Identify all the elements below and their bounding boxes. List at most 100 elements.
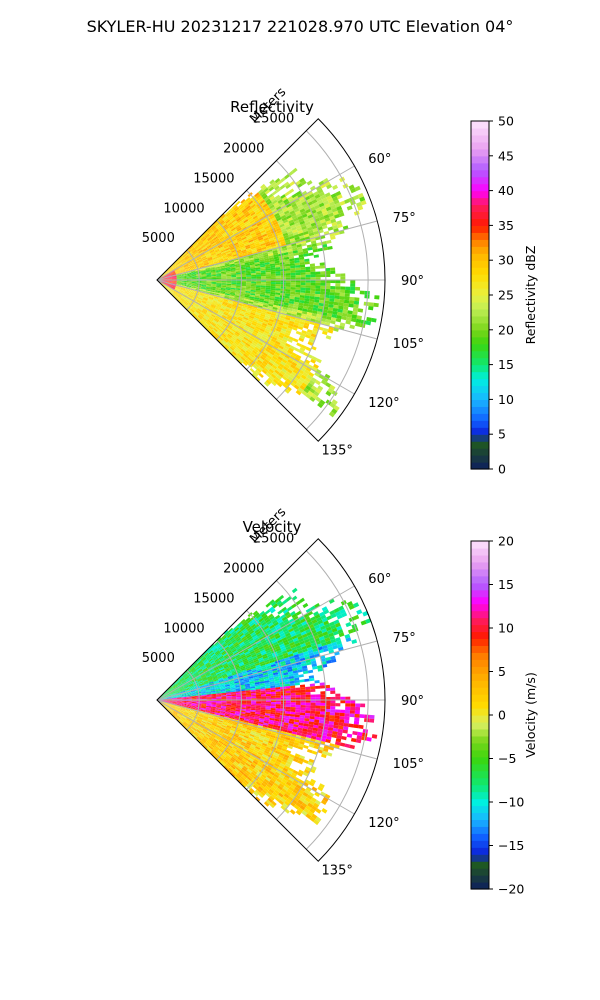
radar-gate: [241, 200, 247, 206]
radar-gate: [251, 223, 257, 228]
radar-gate: [273, 254, 279, 258]
radar-gate: [344, 289, 351, 294]
radar-gate: [275, 292, 281, 296]
radar-gate: [209, 250, 215, 254]
radar-gate: [170, 270, 175, 274]
radar-gate: [261, 276, 267, 279]
radar-gate: [271, 247, 278, 252]
radar-gate: [216, 697, 222, 699]
radar-gate: [357, 205, 364, 211]
radar-gate: [288, 219, 294, 224]
radar-gate: [244, 242, 250, 247]
colorbar-segment: [471, 225, 489, 233]
radar-gate: [227, 231, 233, 236]
radar-gate: [299, 208, 306, 213]
radar-gate: [246, 276, 252, 279]
radar-gate: [166, 281, 172, 283]
radar-gate: [173, 265, 178, 269]
radar-gate: [285, 692, 291, 696]
radar-gate: [208, 230, 214, 235]
radar-gate: [268, 213, 275, 218]
radar-gate: [191, 274, 197, 276]
radar-gate: [336, 205, 343, 211]
radar-gate: [226, 274, 232, 277]
colorbar-segment: [471, 315, 489, 324]
radar-gate: [218, 226, 224, 232]
radar-gate: [325, 220, 332, 225]
radar-gate: [270, 267, 276, 271]
radar-gate: [360, 200, 367, 206]
radar-gate: [285, 702, 291, 705]
radar-gate: [303, 230, 309, 236]
radar-gate: [251, 274, 257, 277]
radar-gate: [229, 245, 235, 250]
radar-gate: [315, 702, 321, 706]
radar-gate: [330, 690, 336, 694]
radar-gate: [335, 280, 341, 284]
radar-gate: [233, 259, 240, 263]
radar-gate: [241, 224, 247, 229]
radar-gate: [283, 210, 290, 215]
radar-gate: [294, 294, 300, 298]
radar-gate: [245, 290, 251, 294]
radar-gate: [231, 204, 237, 210]
radar-gate: [294, 262, 300, 266]
radar-gate: [248, 257, 254, 261]
radar-gate: [214, 230, 220, 235]
radar-gate: [338, 212, 345, 218]
radar-gate: [194, 253, 200, 258]
radar-gate: [283, 254, 289, 258]
radar-gate: [235, 269, 241, 272]
colorbar-segment: [471, 448, 489, 456]
radar-gate: [181, 278, 187, 280]
radar-gate: [225, 212, 231, 217]
radar-gate: [201, 285, 207, 287]
radar-gate: [212, 226, 217, 232]
radar-gate: [274, 260, 280, 264]
radar-gate: [174, 269, 180, 272]
radar-gate: [238, 230, 244, 235]
radar-gate: [308, 216, 315, 222]
radar-gate: [191, 277, 197, 279]
radar-gate: [206, 254, 212, 258]
radar-gate: [245, 271, 251, 274]
radar-gate: [224, 247, 231, 251]
radar-gate: [295, 200, 302, 206]
radar-gate: [199, 242, 204, 247]
radar-gate: [234, 214, 240, 219]
radar-gate: [222, 241, 228, 246]
radar-gate: [208, 238, 214, 243]
radar-gate: [220, 221, 226, 226]
radar-gate: [232, 230, 238, 235]
radar-gate: [224, 218, 230, 223]
radar-gate: [275, 205, 282, 211]
radar-gate: [171, 278, 177, 280]
radar-gate: [161, 274, 166, 278]
radar-gate: [255, 210, 261, 216]
radar-gate: [205, 243, 211, 247]
radar-gate: [210, 241, 216, 245]
radar-gate: [186, 283, 192, 285]
radar-gate: [265, 243, 271, 247]
radar-gate: [265, 696, 271, 699]
radar-gate: [161, 278, 167, 280]
radar-gate: [221, 275, 227, 277]
radar-gate: [261, 231, 267, 236]
radar-gate: [204, 233, 210, 238]
radar-gate: [189, 267, 195, 270]
colorbar-segment: [471, 295, 489, 303]
radar-gate: [240, 233, 246, 238]
radar-gate: [243, 219, 249, 224]
radar-gate: [221, 253, 227, 257]
radar-gate: [191, 281, 197, 283]
radar-gate: [299, 684, 306, 688]
radar-gate: [240, 267, 246, 270]
radar-gate: [250, 221, 256, 226]
radar-gate: [241, 695, 247, 698]
radar-gate: [161, 276, 167, 279]
radar-gate: [318, 191, 325, 197]
radar-gate: [337, 223, 343, 229]
radar-gate: [240, 206, 246, 212]
radar-gate: [215, 231, 221, 236]
radar-gate: [321, 208, 328, 214]
